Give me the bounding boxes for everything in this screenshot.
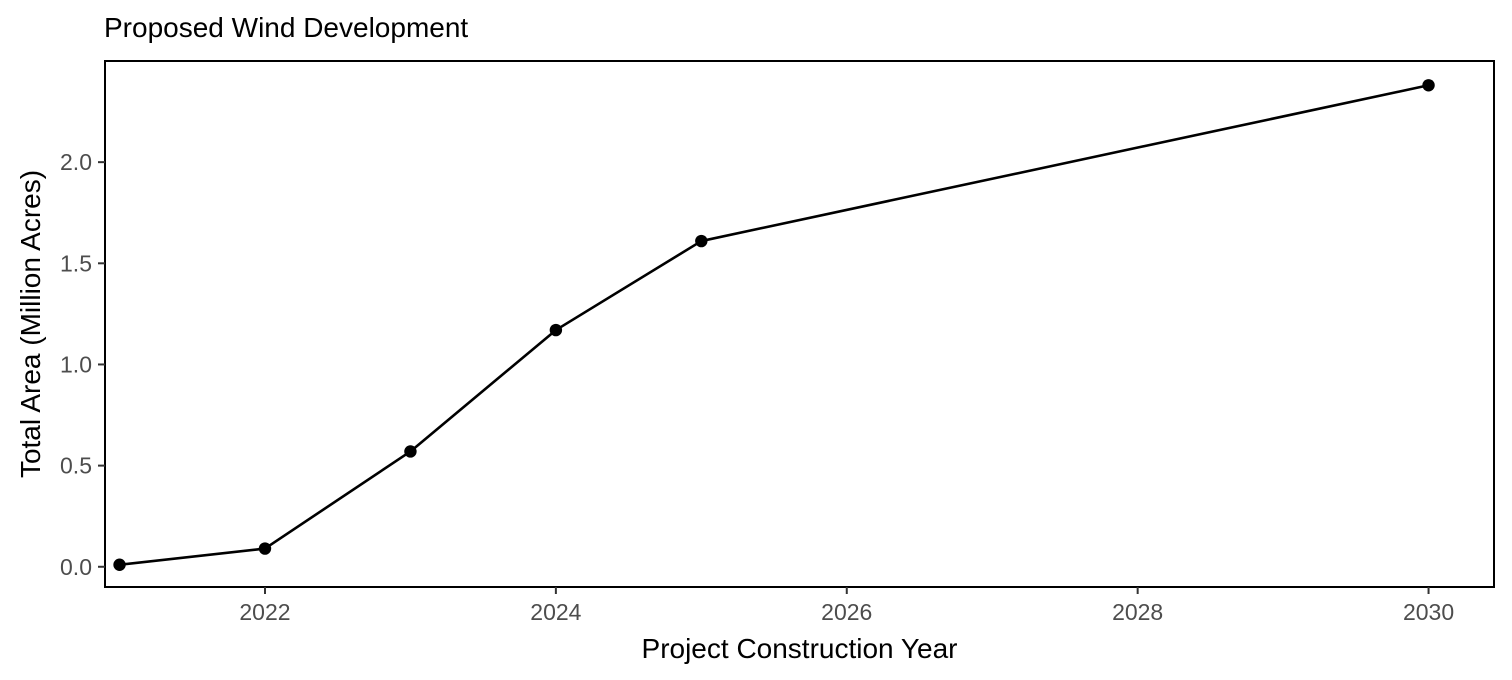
y-tick-label: 1.5 xyxy=(60,250,92,276)
data-point xyxy=(695,234,708,248)
plot-panel xyxy=(104,60,1495,588)
data-point xyxy=(404,445,417,458)
series-line-total-area xyxy=(119,84,1429,567)
y-axis: 0.0 0.5 1.0 1.5 2.0 xyxy=(60,149,105,580)
y-axis-title: Total Area (Million Acres) xyxy=(15,170,46,478)
x-tick-label: 2028 xyxy=(1112,599,1163,625)
x-axis-title: Project Construction Year xyxy=(642,633,958,664)
x-axis: 2022 2024 2026 2028 2030 xyxy=(239,587,1454,625)
series-points xyxy=(113,79,1435,571)
x-tick-label: 2026 xyxy=(821,599,872,625)
y-tick-label: 1.0 xyxy=(60,351,92,377)
x-tick-label: 2030 xyxy=(1403,599,1454,625)
y-tick-label: 0.0 xyxy=(60,554,92,580)
chart-title: Proposed Wind Development xyxy=(104,12,468,43)
data-point xyxy=(113,558,126,571)
y-tick-label: 2.0 xyxy=(60,149,92,175)
data-point xyxy=(1422,79,1435,92)
x-tick-label: 2022 xyxy=(239,599,290,625)
x-tick-label: 2024 xyxy=(530,599,581,625)
data-point xyxy=(258,542,272,555)
y-tick-label: 0.5 xyxy=(60,453,92,479)
data-point xyxy=(549,323,563,337)
